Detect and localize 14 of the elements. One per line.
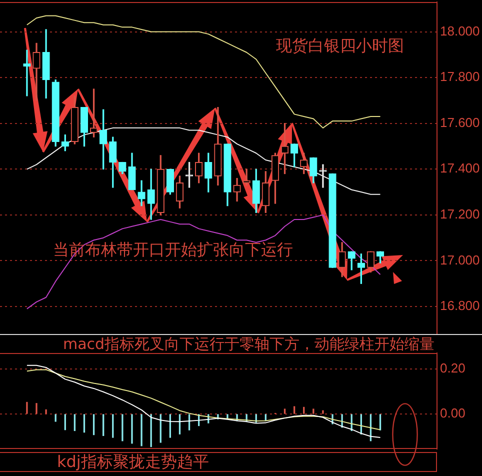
y-tick-label: 0.20 [440,360,466,376]
text: kdj指标聚拢走势趋平 [57,452,209,471]
y-tick-label: 17.200 [440,206,480,222]
y-tick-label: 18.000 [440,23,480,38]
candlestick [23,50,31,96]
y-tick-label: 17.800 [440,69,480,84]
y-tick-label: 16.800 [440,298,480,314]
candlestick [319,164,327,188]
y-tick-label: 0.00 [440,406,466,421]
text: macd指标死叉向下运行于零轴下方，动能绿柱开始缩量 [63,334,435,353]
y-tick-label: 17.000 [440,252,480,268]
y-tick-label: 17.600 [440,114,480,130]
text: 现货白银四小时图 [276,36,404,56]
y-tick-label: 17.400 [440,160,480,176]
